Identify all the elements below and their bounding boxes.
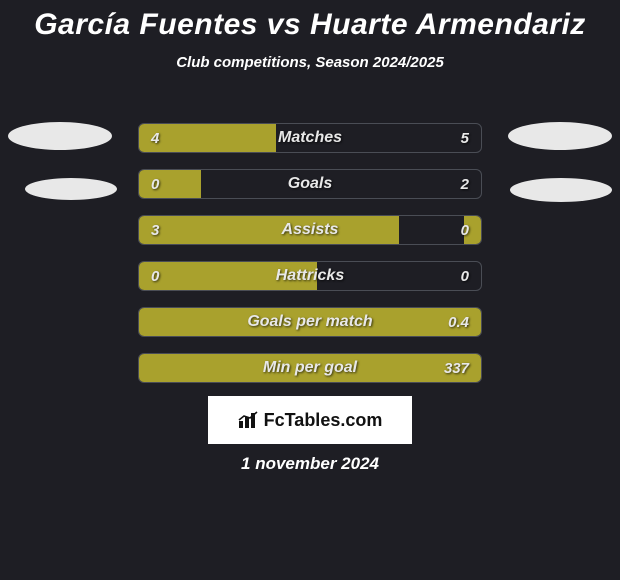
bar-value-left: 0 (151, 262, 159, 290)
page-subtitle: Club competitions, Season 2024/2025 (0, 54, 620, 71)
player-left-avatar (8, 122, 112, 150)
bar-value-right: 5 (461, 124, 469, 152)
bar-row: Goals per match0.4 (138, 307, 482, 337)
bar-value-left: 0 (151, 170, 159, 198)
bar-value-left: 4 (151, 124, 159, 152)
logo: FcTables.com (238, 410, 383, 431)
bar-row: Assists3 0 (138, 215, 482, 245)
player-right-flag (510, 178, 612, 202)
bar-value-right: 0.4 (448, 308, 469, 336)
logo-text: FcTables.com (264, 410, 383, 431)
comparison-bars: Matches45Goals02Assists30Hattricks00Goal… (138, 123, 482, 399)
bar-row: Hattricks0 0 (138, 261, 482, 291)
bar-row: Matches4 5 (138, 123, 482, 153)
bar-value-right: 337 (444, 354, 469, 382)
bar-row: Min per goal337 (138, 353, 482, 383)
bar-value-right: 0 (461, 262, 469, 290)
bar-row: Goals0 2 (138, 169, 482, 199)
bar-label: Goals (139, 170, 481, 198)
bar-label: Assists (139, 216, 481, 244)
bar-value-left: 3 (151, 216, 159, 244)
bar-value-right: 2 (461, 170, 469, 198)
bar-value-right: 0 (461, 216, 469, 244)
player-right-avatar (508, 122, 612, 150)
bar-label: Min per goal (139, 354, 481, 382)
player-left-flag (25, 178, 117, 200)
bar-label: Matches (139, 124, 481, 152)
logo-box: FcTables.com (208, 396, 412, 444)
bar-label: Goals per match (139, 308, 481, 336)
date-label: 1 november 2024 (0, 454, 620, 474)
bar-label: Hattricks (139, 262, 481, 290)
page-title: García Fuentes vs Huarte Armendariz (0, 0, 620, 42)
logo-chart-icon (238, 411, 260, 429)
